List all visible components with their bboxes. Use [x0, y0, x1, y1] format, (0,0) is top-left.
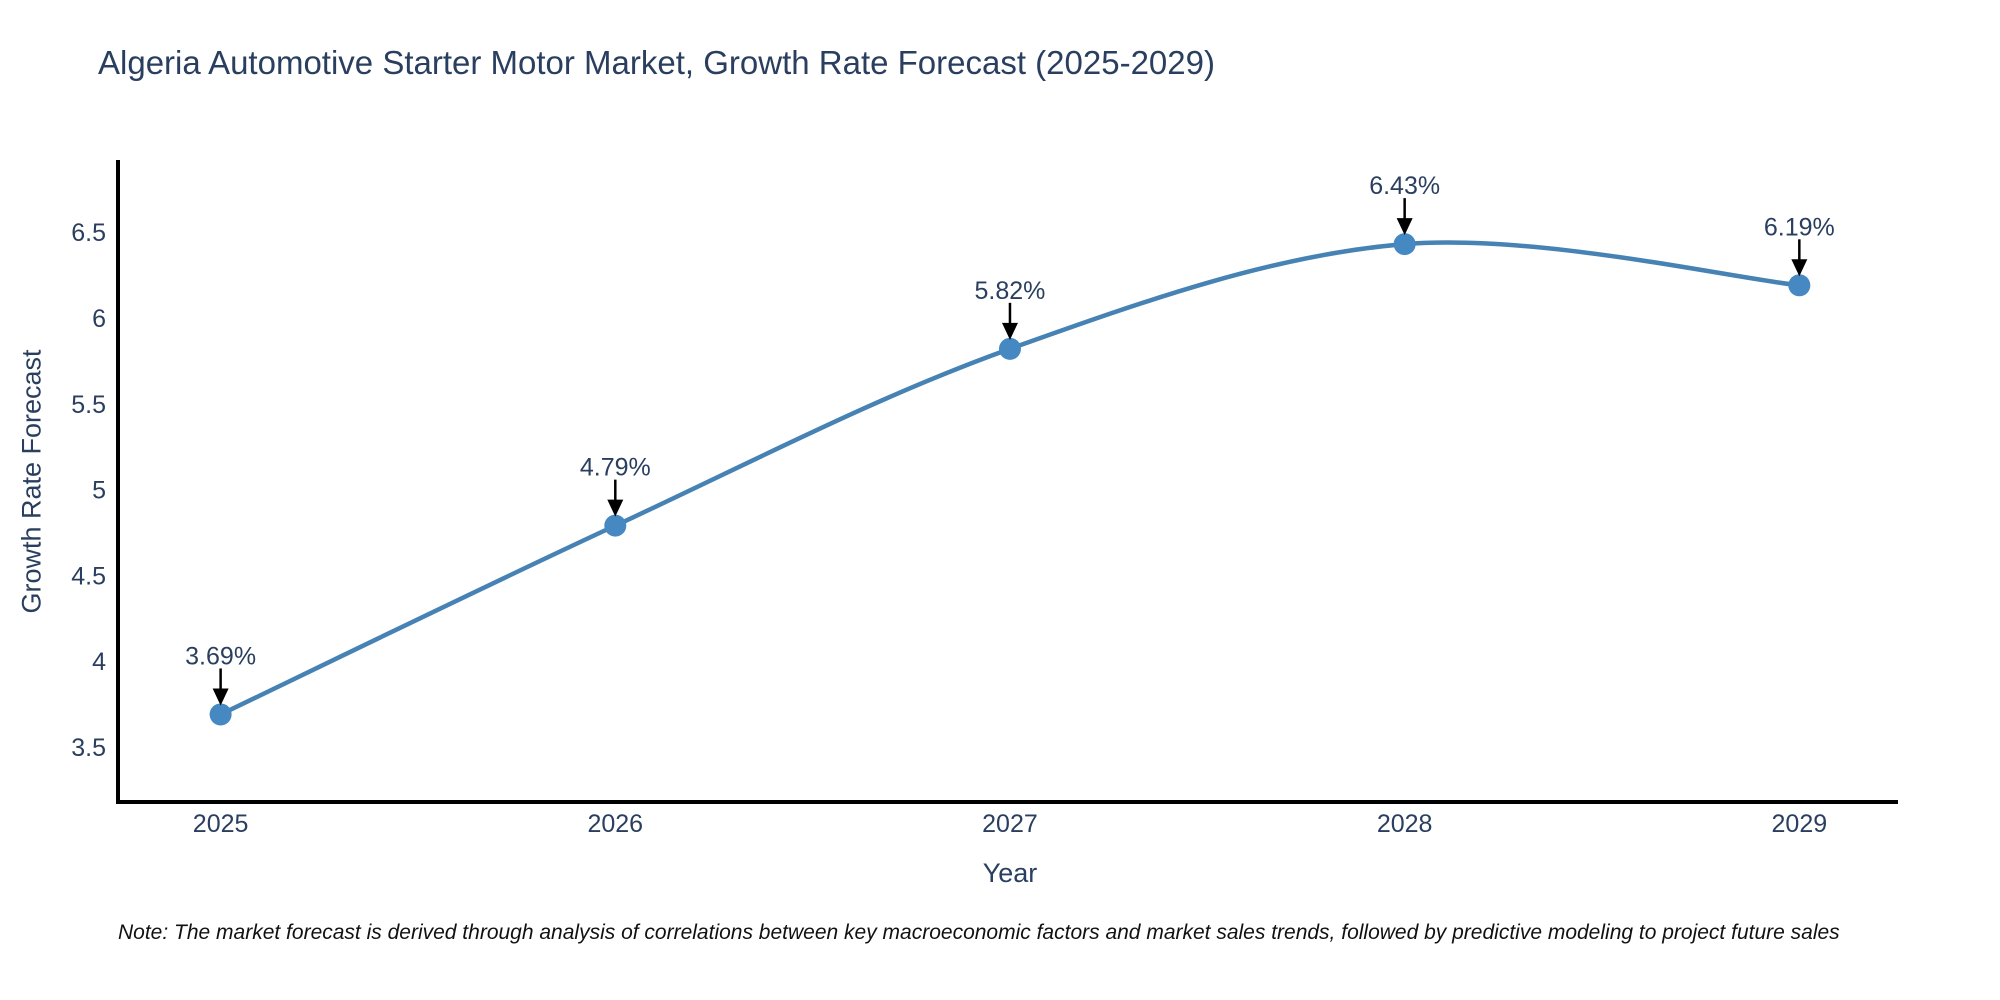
annotation-label: 6.43% [1369, 172, 1440, 200]
data-point-marker [1788, 274, 1811, 297]
chart-title: Algeria Automotive Starter Motor Market,… [98, 44, 1215, 81]
data-point-marker [209, 703, 232, 726]
x-tick-label: 2025 [193, 810, 249, 838]
footnote: Note: The market forecast is derived thr… [118, 921, 1840, 944]
annotation-arrowhead [212, 688, 229, 706]
y-tick-label: 5 [92, 477, 106, 505]
data-point-marker [604, 514, 627, 537]
annotation-label: 5.82% [975, 277, 1046, 305]
data-point-marker [1393, 233, 1416, 256]
y-tick-label: 6.5 [71, 219, 106, 247]
annotation-arrowhead [607, 499, 624, 517]
x-axis-title: Year [982, 858, 1038, 888]
x-tick-label: 2028 [1377, 810, 1433, 838]
y-tick-label: 3.5 [71, 734, 106, 762]
axis-spines [116, 160, 1898, 804]
y-tick-label: 6 [92, 305, 106, 333]
data-point-marker [998, 337, 1021, 360]
y-tick-label: 5.5 [71, 391, 106, 419]
y-tick-label: 4.5 [71, 562, 106, 590]
annotation-label: 6.19% [1764, 213, 1835, 241]
y-tick-label: 4 [92, 648, 106, 676]
x-tick-label: 2026 [587, 810, 643, 838]
annotation-label: 3.69% [185, 642, 256, 670]
annotation-arrowhead [1791, 259, 1808, 277]
x-tick-label: 2029 [1772, 810, 1828, 838]
annotation-arrowhead [1001, 322, 1018, 340]
annotation-label: 4.79% [580, 454, 651, 482]
annotation-arrowhead [1396, 218, 1413, 236]
x-tick-label: 2027 [982, 810, 1038, 838]
